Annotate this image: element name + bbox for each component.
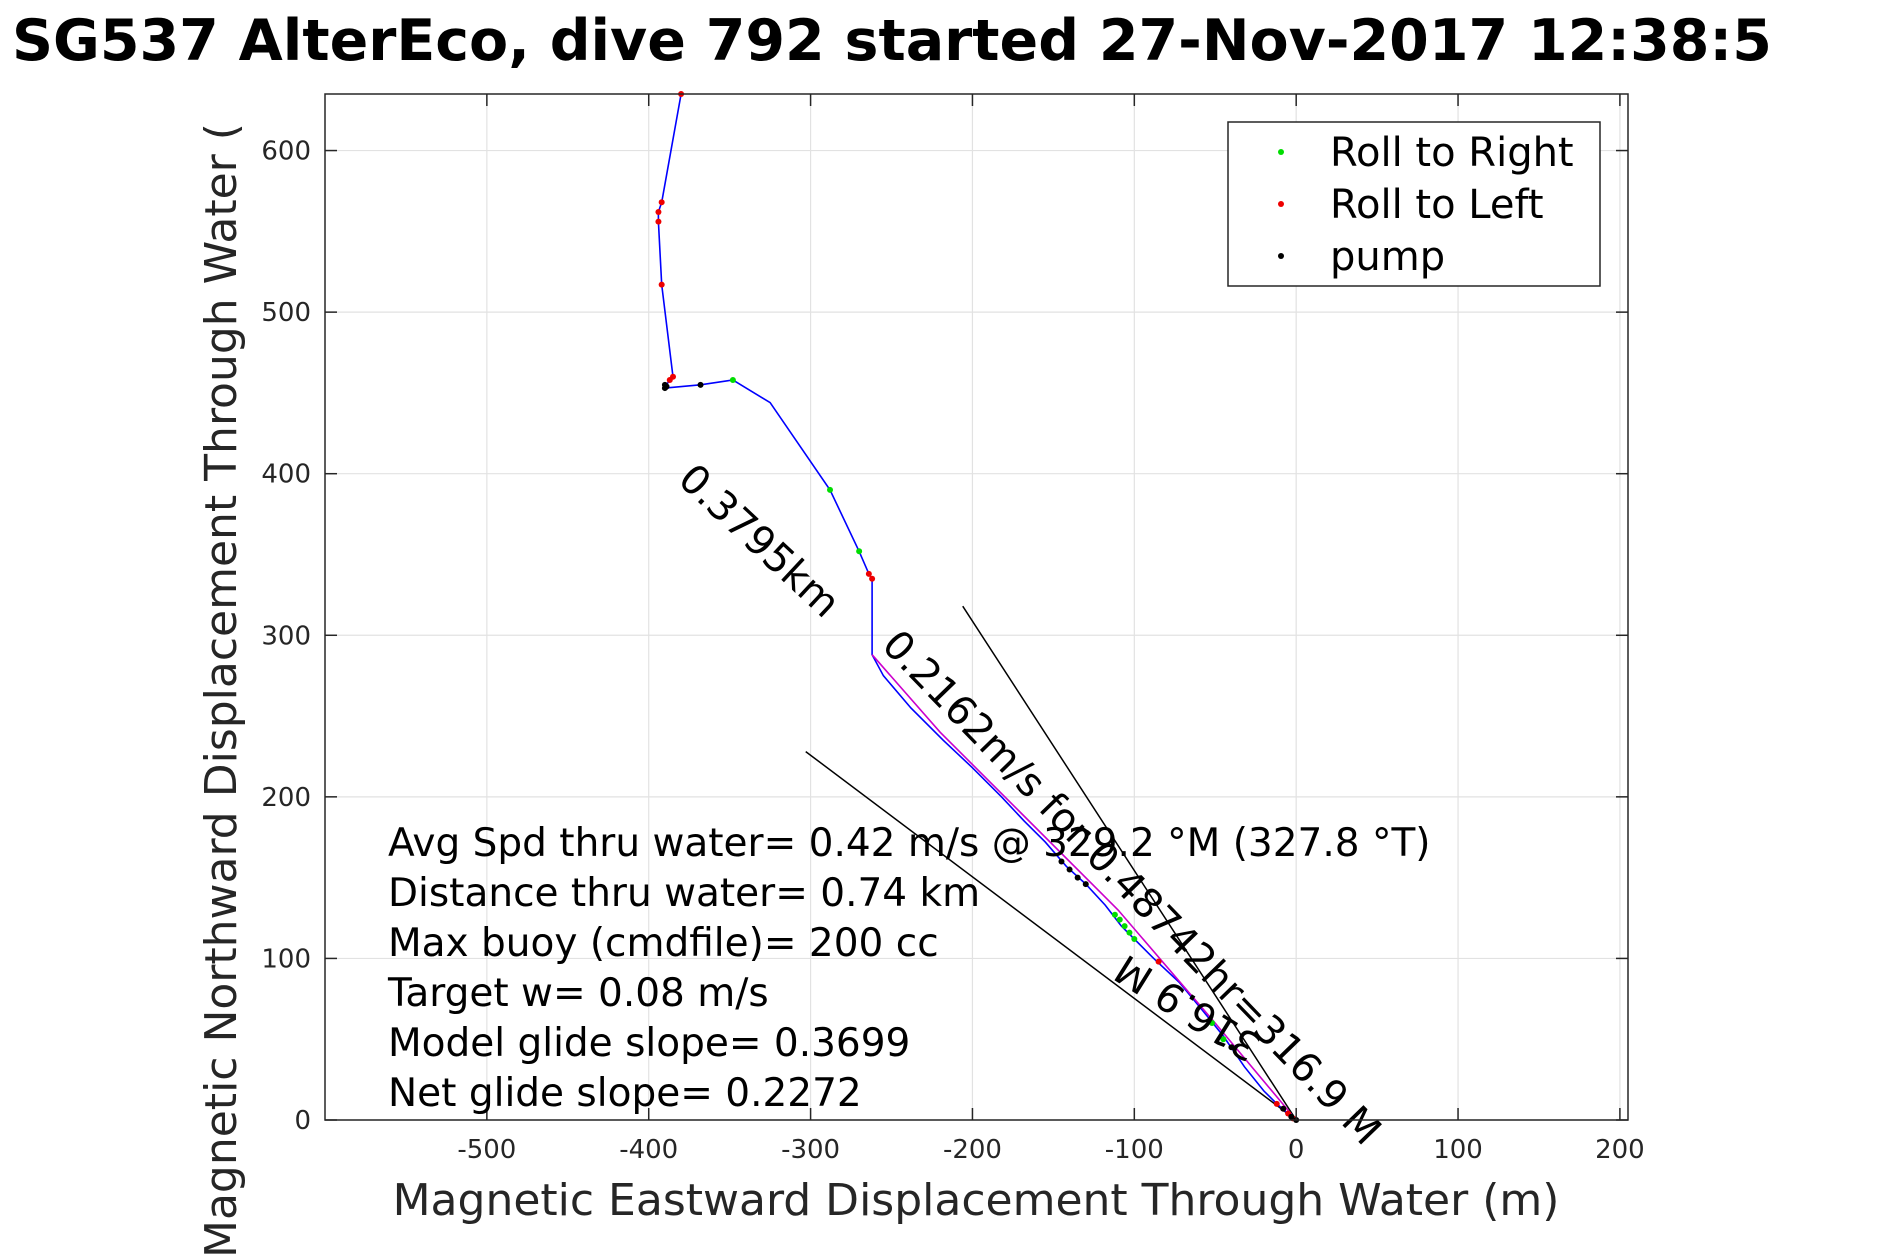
legend-label: Roll to Left: [1330, 182, 1544, 228]
x-tick-label: -300: [781, 1135, 840, 1165]
legend-marker: [1278, 201, 1284, 207]
y-tick-label: 400: [261, 460, 311, 490]
stats-annotations: Avg Spd thru water= 0.42 m/s @ 329.2 °M …: [387, 821, 1431, 1116]
stats-line: Model glide slope= 0.3699: [388, 1021, 910, 1066]
roll-right-point: [1131, 936, 1138, 943]
roll-right-point: [827, 486, 834, 493]
roll-right-point: [856, 548, 863, 555]
plot-frame: [324, 93, 1629, 1121]
pump-point: [1058, 858, 1065, 865]
stats-line: Target w= 0.08 m/s: [387, 971, 769, 1016]
roll-right-point: [1220, 1036, 1227, 1043]
stats-line: Avg Spd thru water= 0.42 m/s @ 329.2 °M …: [388, 821, 1431, 866]
x-tick-label: -400: [619, 1135, 678, 1165]
roll-right-point: [1121, 923, 1128, 930]
series-markers: [655, 91, 1300, 1123]
stats-line: Net glide slope= 0.2272: [388, 1071, 862, 1116]
x-axis-label: Magnetic Eastward Displacement Through W…: [393, 1175, 1560, 1226]
roll-left-point: [1273, 1100, 1280, 1107]
roll-right-point: [1126, 929, 1133, 936]
roll-right-point: [1111, 911, 1118, 918]
y-tick-label: 600: [261, 137, 311, 167]
y-tick-label: 0: [294, 1106, 311, 1136]
roll-left-point: [655, 208, 662, 215]
roll-left-point: [658, 281, 665, 288]
pump-point: [1082, 881, 1089, 888]
roll-right-point: [729, 376, 736, 383]
stats-line: Max buoy (cmdfile)= 200 cc: [388, 921, 939, 966]
model_track-line: [871, 654, 1297, 1121]
pump-point: [1228, 1044, 1235, 1051]
legend-label: pump: [1330, 234, 1445, 280]
legend-items: Roll to Right Roll to Left pump: [1278, 130, 1574, 280]
x-tick-label: -200: [943, 1135, 1002, 1165]
roll-left-point: [658, 199, 665, 206]
x-tick-label: 100: [1433, 1135, 1483, 1165]
roll-right-point: [1209, 1020, 1216, 1027]
pump-point: [1288, 1113, 1295, 1120]
roll-left-point: [655, 218, 662, 225]
y-tick-label: 500: [261, 298, 311, 328]
pump-point: [663, 383, 670, 390]
pump-point: [1066, 866, 1073, 873]
roll-left-point: [1155, 958, 1162, 965]
x-tick-label: -500: [457, 1135, 516, 1165]
x-tick-label: 0: [1288, 1135, 1305, 1165]
legend-label: Roll to Right: [1330, 130, 1574, 176]
x-tick-label: 200: [1595, 1135, 1645, 1165]
y-tick-label: 100: [261, 944, 311, 974]
pump-point: [1074, 874, 1081, 881]
axis-ticks: -500 -400 -300 -200 -100 0 100 200 0 100 200 300 400…: [261, 94, 1645, 1165]
x-tick-label: -100: [1105, 1135, 1164, 1165]
roll-right-point: [1116, 916, 1123, 923]
guide-lines: [805, 605, 1297, 1121]
y-axis-label: Magnetic Northward Displacement Through …: [196, 123, 247, 1258]
chart-title: SG537 AlterEco, dive 792 started 27-Nov-…: [12, 8, 1772, 74]
legend-marker: [1278, 253, 1284, 259]
y-tick-label: 200: [261, 783, 311, 813]
legend-box: [1227, 121, 1601, 287]
roll-left-point: [666, 376, 673, 383]
stats-line: Distance thru water= 0.74 km: [388, 871, 980, 916]
roll-left-point: [869, 575, 876, 582]
legend-marker: [1278, 149, 1284, 155]
legend: Roll to Right Roll to Left pump: [1227, 121, 1601, 287]
y-tick-label: 300: [261, 621, 311, 651]
pump-point: [697, 381, 704, 388]
guide-line: [962, 605, 1297, 1121]
guide-line: [805, 751, 1297, 1121]
pump-point: [1280, 1105, 1287, 1112]
roll-left-point: [865, 570, 872, 577]
